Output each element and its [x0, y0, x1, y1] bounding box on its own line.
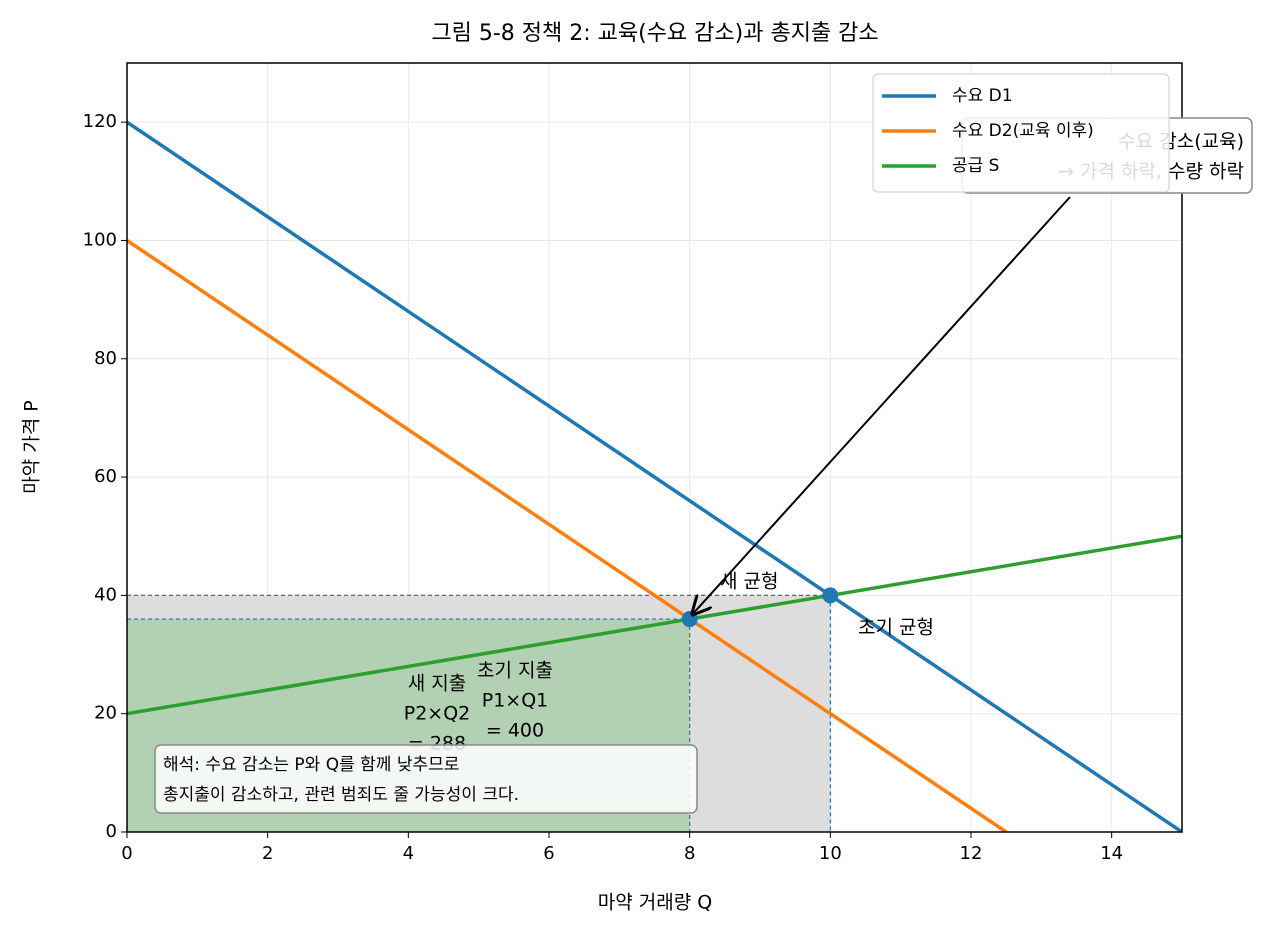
y-tick-label: 0: [106, 821, 117, 842]
annotation-arrow: [693, 196, 1071, 614]
note-box: [154, 744, 698, 814]
y-tick-label: 20: [94, 703, 117, 724]
x-tick-label: 10: [819, 843, 842, 864]
point-label: 초기 균형: [858, 617, 934, 639]
x-tick-label: 6: [543, 843, 554, 864]
x-tick-label: 4: [403, 843, 414, 864]
legend-label: 수요 D1: [952, 86, 1013, 106]
y-axis-label: 마약 가격 P: [21, 400, 43, 493]
series-line: [127, 239, 1008, 832]
region-label: P2×Q2: [404, 703, 471, 725]
region-label: P1×Q1: [482, 690, 549, 712]
equilibrium-point: [822, 587, 839, 604]
y-tick-label: 40: [94, 584, 117, 605]
equilibrium-point: [681, 611, 698, 628]
note-text: 해석: 수요 감소는 P와 Q를 함께 낮추므로: [163, 755, 459, 775]
region-label: 새 지출: [408, 673, 466, 695]
x-tick-label: 14: [1100, 843, 1123, 864]
legend-label: 수요 D2(교육 이후): [952, 121, 1094, 141]
note-text: 총지출이 감소하고, 관련 범죄도 줄 가능성이 크다.: [163, 785, 519, 805]
legend-box: [872, 73, 1170, 193]
x-tick-label: 2: [262, 843, 273, 864]
point-label: 새 균형: [720, 571, 778, 593]
y-tick-label: 60: [94, 466, 117, 487]
region-label: 초기 지출: [477, 660, 553, 682]
chart-title: 그림 5-8 정책 2: 교육(수요 감소)과 총지출 감소: [431, 21, 878, 46]
legend-label: 공급 S: [952, 156, 999, 176]
y-tick-label: 100: [83, 229, 117, 250]
series-line: [127, 534, 1182, 716]
x-tick-label: 8: [684, 843, 695, 864]
y-tick-label: 80: [94, 348, 117, 369]
plot-frame: [126, 62, 1183, 833]
x-axis-label: 마약 거래량 Q: [598, 892, 712, 914]
x-tick-label: 12: [960, 843, 983, 864]
series-line: [127, 120, 1182, 832]
region-label: = 400: [486, 720, 544, 742]
x-tick-label: 0: [121, 843, 132, 864]
y-tick-label: 120: [83, 111, 117, 132]
